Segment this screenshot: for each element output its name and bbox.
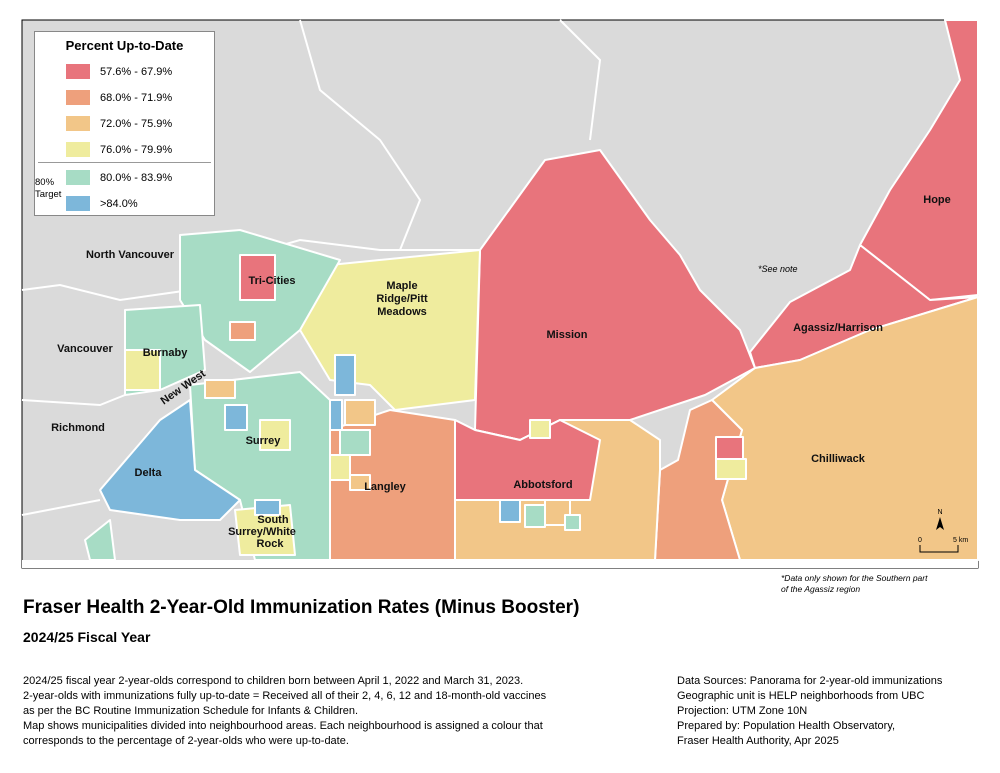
scale-bar [919, 545, 959, 553]
region-delta-south[interactable] [84, 519, 116, 561]
description: 2024/25 fiscal year 2-year-olds correspo… [23, 674, 546, 749]
neighbourhood[interactable] [224, 404, 248, 431]
legend-item: 68.0% - 71.9% [66, 90, 172, 105]
neighbourhood[interactable] [254, 499, 281, 516]
legend-label: >84.0% [100, 197, 138, 210]
neighbourhood[interactable] [349, 474, 371, 491]
target-label: 80% Target [35, 177, 62, 200]
source-line: Projection: UTM Zone 10N [677, 705, 808, 717]
label-north-vancouver: North Vancouver [86, 249, 175, 261]
description-line: Map shows municipalities divided into ne… [23, 720, 543, 732]
neighbourhood[interactable] [329, 454, 351, 481]
label-delta: Delta [135, 467, 163, 479]
legend-swatch [66, 170, 90, 185]
legend-item: 80.0% - 83.9% [66, 170, 172, 185]
neighbourhood[interactable] [715, 458, 747, 480]
legend-swatch [66, 64, 90, 79]
source-line: Prepared by: Population Health Observato… [677, 720, 896, 732]
see-note-label: *See note [758, 264, 798, 274]
legend-item: >84.0% [66, 196, 138, 211]
us-border-area [22, 560, 978, 568]
legend: Percent Up-to-Date 57.6% - 67.9% 68.0% -… [34, 31, 215, 216]
legend-swatch [66, 196, 90, 211]
region-delta[interactable] [99, 399, 241, 521]
neighbourhood[interactable] [259, 419, 291, 451]
label-agassiz: Agassiz/Harrison [793, 322, 883, 334]
legend-label: 76.0% - 79.9% [100, 143, 173, 156]
label-chilliwack: Chilliwack [811, 453, 866, 465]
north-arrow-scale: N 0 5 km [918, 509, 968, 553]
neighbourhood[interactable] [229, 321, 256, 341]
description-line: 2024/25 fiscal year 2-year-olds correspo… [23, 675, 524, 687]
legend-divider [38, 162, 211, 163]
description-line: corresponds to the percentage of 2-year-… [23, 735, 349, 747]
scale-zero: 0 [918, 537, 922, 544]
source-line: Data Sources: Panorama for 2-year-old im… [677, 675, 943, 687]
legend-label: 80.0% - 83.9% [100, 171, 173, 184]
label-vancouver: Vancouver [57, 343, 113, 355]
legend-item: 57.6% - 67.9% [66, 64, 172, 79]
legend-swatch [66, 142, 90, 157]
source-line: Geographic unit is HELP neighborhoods fr… [677, 690, 925, 702]
neighbourhood[interactable] [529, 419, 551, 439]
north-label: N [937, 509, 942, 516]
page-title: Fraser Health 2-Year-Old Immunization Ra… [23, 597, 580, 618]
neighbourhood[interactable] [715, 436, 744, 460]
neighbourhood[interactable] [339, 429, 371, 456]
label-langley: Langley [364, 481, 406, 493]
neighbourhood[interactable] [124, 349, 161, 391]
north-arrow-icon [936, 517, 944, 530]
legend-title: Percent Up-to-Date [65, 38, 184, 53]
legend-swatch [66, 116, 90, 131]
description-line: 2-year-olds with immunizations fully up-… [23, 690, 547, 702]
label-burnaby: Burnaby [143, 347, 189, 359]
region-tri-cities[interactable] [239, 254, 276, 301]
label-surrey: Surrey [246, 435, 282, 447]
legend-item: 72.0% - 75.9% [66, 116, 172, 131]
neighbourhood[interactable] [499, 499, 521, 523]
neighbourhood[interactable] [334, 354, 356, 396]
description-line: as per the BC Routine Immunization Sched… [23, 705, 359, 717]
label-white-rock: South Surrey/White Rock [228, 514, 296, 550]
label-richmond: Richmond [51, 422, 105, 434]
scale-max: 5 km [953, 537, 968, 544]
map-note: *Data only shown for the Southern part o… [781, 573, 928, 594]
label-mission: Mission [547, 329, 588, 341]
legend-swatch [66, 90, 90, 105]
legend-item: 76.0% - 79.9% [66, 142, 172, 157]
legend-label: 68.0% - 71.9% [100, 91, 173, 104]
label-tri-cities: Tri-Cities [248, 275, 295, 287]
sources: Data Sources: Panorama for 2-year-old im… [677, 674, 942, 749]
neighbourhood[interactable] [344, 399, 376, 426]
source-line: Fraser Health Authority, Apr 2025 [677, 735, 839, 747]
neighbourhood[interactable] [564, 514, 581, 531]
neighbourhood[interactable] [329, 399, 343, 431]
label-abbotsford: Abbotsford [513, 479, 572, 491]
label-maple-ridge: Maple Ridge/Pitt Meadows [376, 280, 428, 318]
legend-label: 72.0% - 75.9% [100, 117, 173, 130]
label-hope: Hope [923, 194, 951, 206]
legend-label: 57.6% - 67.9% [100, 65, 173, 78]
neighbourhood[interactable] [524, 504, 546, 528]
region-abbotsford-north[interactable] [454, 419, 601, 501]
page-subtitle: 2024/25 Fiscal Year [23, 629, 151, 645]
neighbourhood[interactable] [204, 379, 236, 399]
